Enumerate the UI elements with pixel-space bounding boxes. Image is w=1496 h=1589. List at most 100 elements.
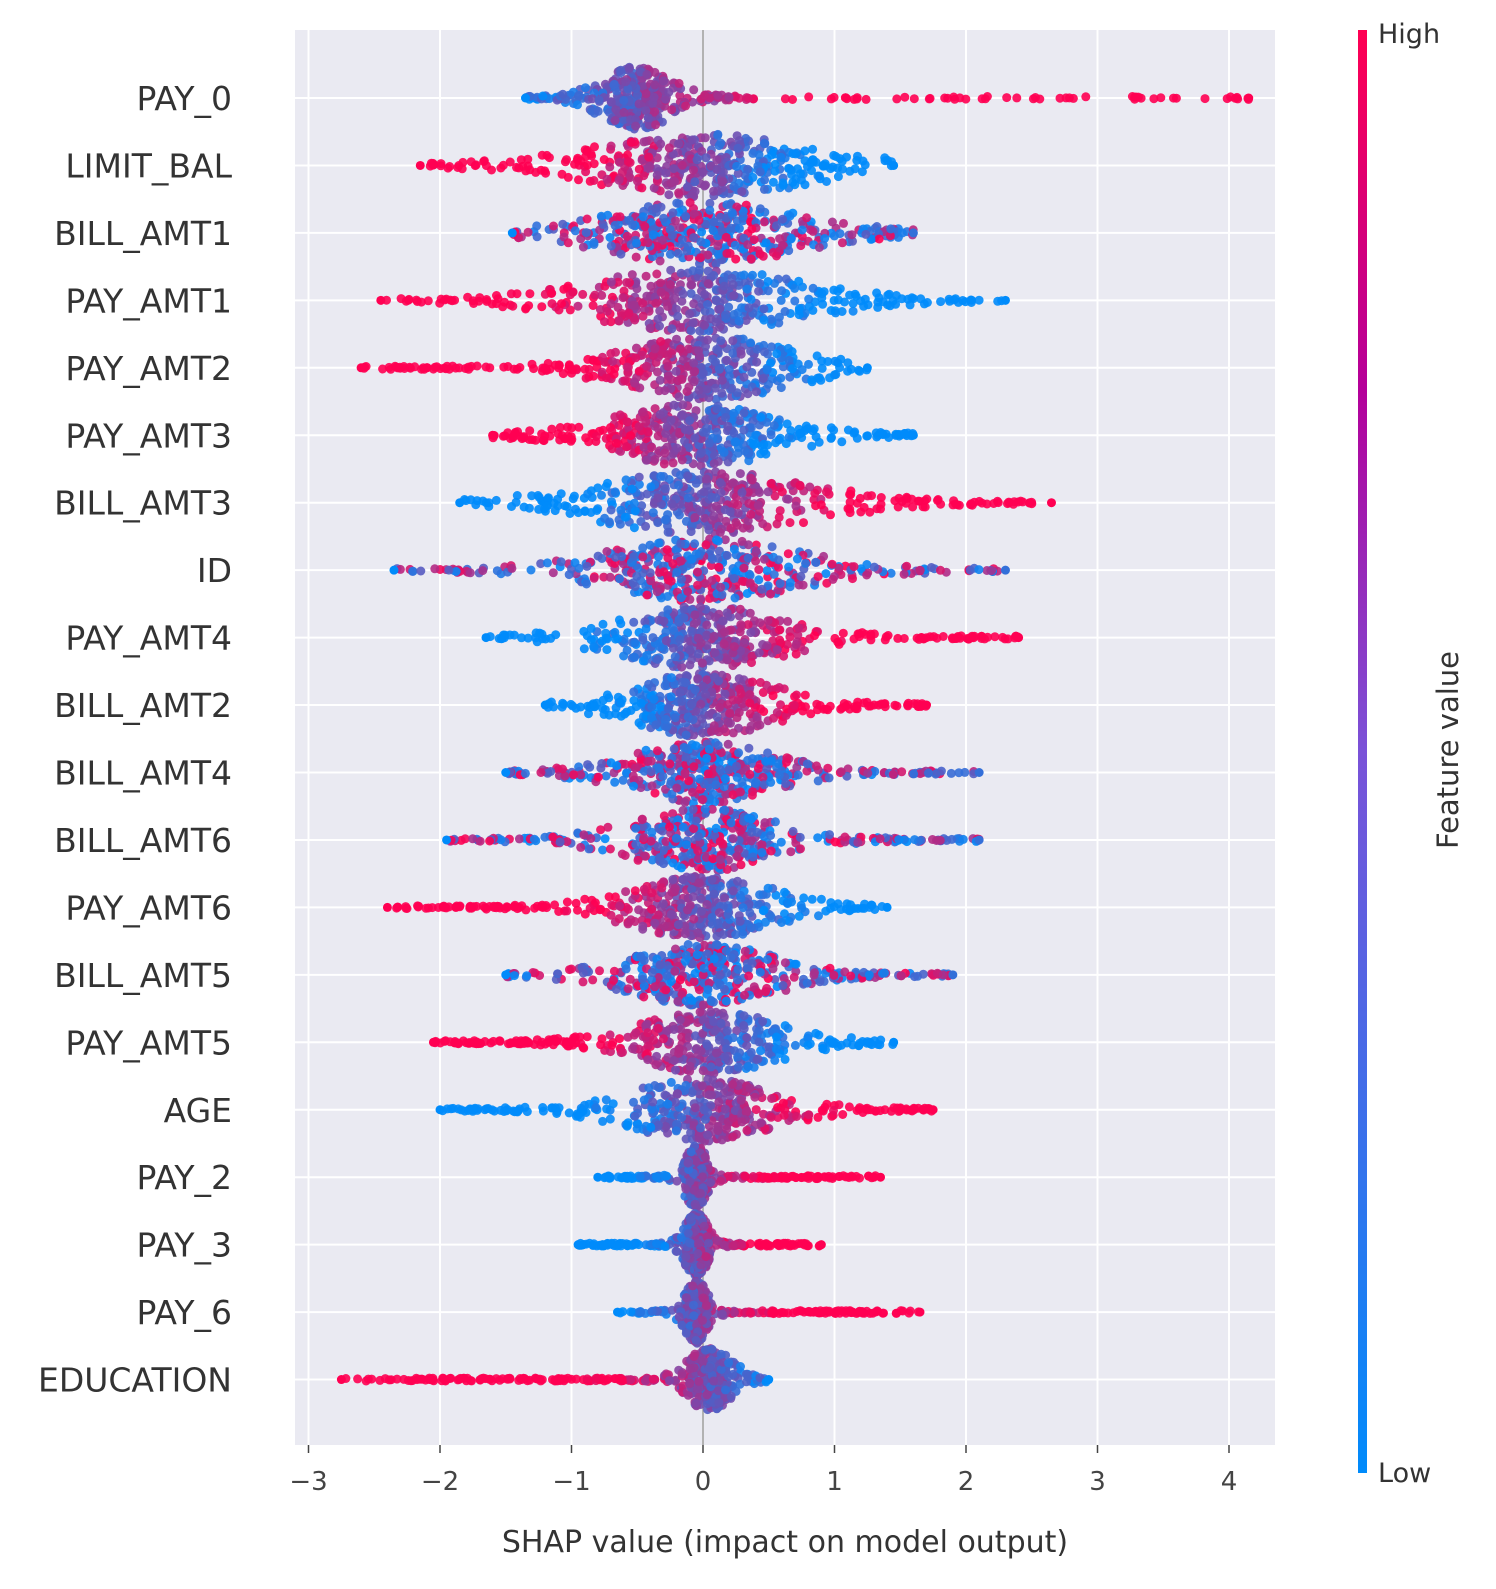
shap-point bbox=[790, 180, 800, 190]
shap-point bbox=[683, 241, 693, 251]
shap-point bbox=[588, 356, 598, 365]
shap-point bbox=[479, 157, 489, 166]
shap-point bbox=[580, 83, 590, 93]
shap-point bbox=[665, 280, 675, 289]
shap-point bbox=[751, 387, 761, 397]
shap-point bbox=[885, 231, 895, 241]
shap-point bbox=[478, 566, 488, 576]
shap-point bbox=[524, 301, 534, 311]
shap-point bbox=[667, 499, 677, 509]
shap-point bbox=[725, 708, 735, 718]
shap-point bbox=[584, 364, 594, 374]
shap-point bbox=[499, 362, 509, 372]
shap-point bbox=[715, 478, 725, 487]
shap-point bbox=[416, 566, 426, 576]
shap-point bbox=[540, 832, 550, 842]
shap-point bbox=[751, 546, 761, 556]
shap-point bbox=[951, 499, 961, 509]
shap-point bbox=[733, 168, 743, 178]
shap-point bbox=[629, 696, 639, 705]
shap-point bbox=[589, 573, 599, 583]
points bbox=[336, 62, 1254, 1415]
shap-point bbox=[897, 767, 907, 777]
shap-point bbox=[656, 287, 666, 297]
shap-point bbox=[712, 344, 722, 354]
shap-point bbox=[645, 323, 655, 333]
shap-point bbox=[625, 173, 635, 183]
shap-point bbox=[700, 133, 710, 143]
shap-point bbox=[669, 744, 679, 754]
shap-point bbox=[688, 266, 698, 276]
shap-point bbox=[496, 163, 506, 173]
shap-point bbox=[746, 254, 756, 264]
shap-point bbox=[680, 769, 690, 779]
shap-point bbox=[977, 498, 987, 508]
shap-point bbox=[621, 77, 631, 87]
shap-point bbox=[532, 221, 542, 231]
shap-point bbox=[938, 632, 948, 641]
shap-point bbox=[754, 648, 764, 658]
shap-point bbox=[1046, 498, 1056, 508]
shap-point bbox=[974, 768, 984, 777]
shap-point bbox=[711, 535, 721, 545]
shap-point bbox=[890, 700, 900, 710]
shap-point bbox=[703, 279, 713, 289]
shap-point bbox=[925, 93, 935, 103]
shap-point bbox=[901, 498, 911, 508]
shap-point bbox=[628, 220, 638, 230]
shap-point bbox=[537, 150, 547, 160]
shap-point bbox=[667, 231, 677, 240]
shap-point bbox=[709, 721, 719, 731]
shap-point bbox=[745, 769, 755, 779]
shap-point bbox=[787, 364, 797, 374]
shap-point bbox=[862, 697, 872, 707]
shap-point bbox=[638, 407, 648, 417]
shap-point bbox=[825, 830, 834, 840]
shap-point bbox=[759, 315, 769, 325]
shap-point bbox=[734, 674, 744, 684]
shap-point bbox=[670, 713, 680, 723]
shap-point bbox=[713, 130, 723, 140]
shap-point bbox=[813, 776, 823, 786]
shap-point bbox=[840, 93, 850, 103]
shap-point bbox=[924, 768, 933, 778]
shap-point bbox=[726, 223, 736, 233]
shap-point bbox=[794, 304, 804, 313]
shap-point bbox=[688, 318, 698, 328]
shap-point bbox=[615, 157, 625, 167]
shap-point bbox=[746, 628, 756, 638]
shap-point bbox=[785, 578, 795, 588]
shap-point bbox=[565, 509, 575, 518]
shap-point bbox=[660, 448, 670, 458]
shap-point bbox=[829, 285, 839, 295]
shap-point bbox=[824, 773, 834, 783]
shap-point bbox=[698, 728, 708, 738]
shap-point bbox=[813, 171, 823, 181]
shap-point bbox=[430, 564, 440, 574]
shap-point bbox=[634, 472, 644, 482]
shap-point bbox=[802, 213, 812, 223]
shap-point bbox=[675, 91, 685, 100]
shap-point bbox=[532, 232, 542, 242]
shap-point bbox=[874, 700, 884, 710]
shap-point bbox=[837, 238, 847, 248]
shap-point bbox=[748, 787, 758, 797]
shap-point bbox=[729, 408, 739, 418]
shap-point bbox=[505, 157, 515, 167]
shap-point bbox=[558, 89, 568, 99]
shap-point bbox=[796, 241, 806, 251]
shap-point bbox=[713, 91, 723, 100]
shap-point bbox=[650, 67, 660, 77]
shap-point bbox=[922, 494, 932, 504]
shap-point bbox=[738, 523, 748, 533]
shap-point bbox=[710, 672, 719, 682]
shap-point bbox=[1200, 94, 1210, 104]
shap-point bbox=[650, 80, 660, 90]
shap-point bbox=[685, 645, 695, 655]
shap-point bbox=[436, 159, 446, 169]
shap-point bbox=[610, 220, 620, 230]
shap-point bbox=[641, 271, 651, 281]
shap-point bbox=[719, 782, 729, 792]
shap-point bbox=[646, 767, 656, 777]
shap-point bbox=[558, 369, 568, 379]
